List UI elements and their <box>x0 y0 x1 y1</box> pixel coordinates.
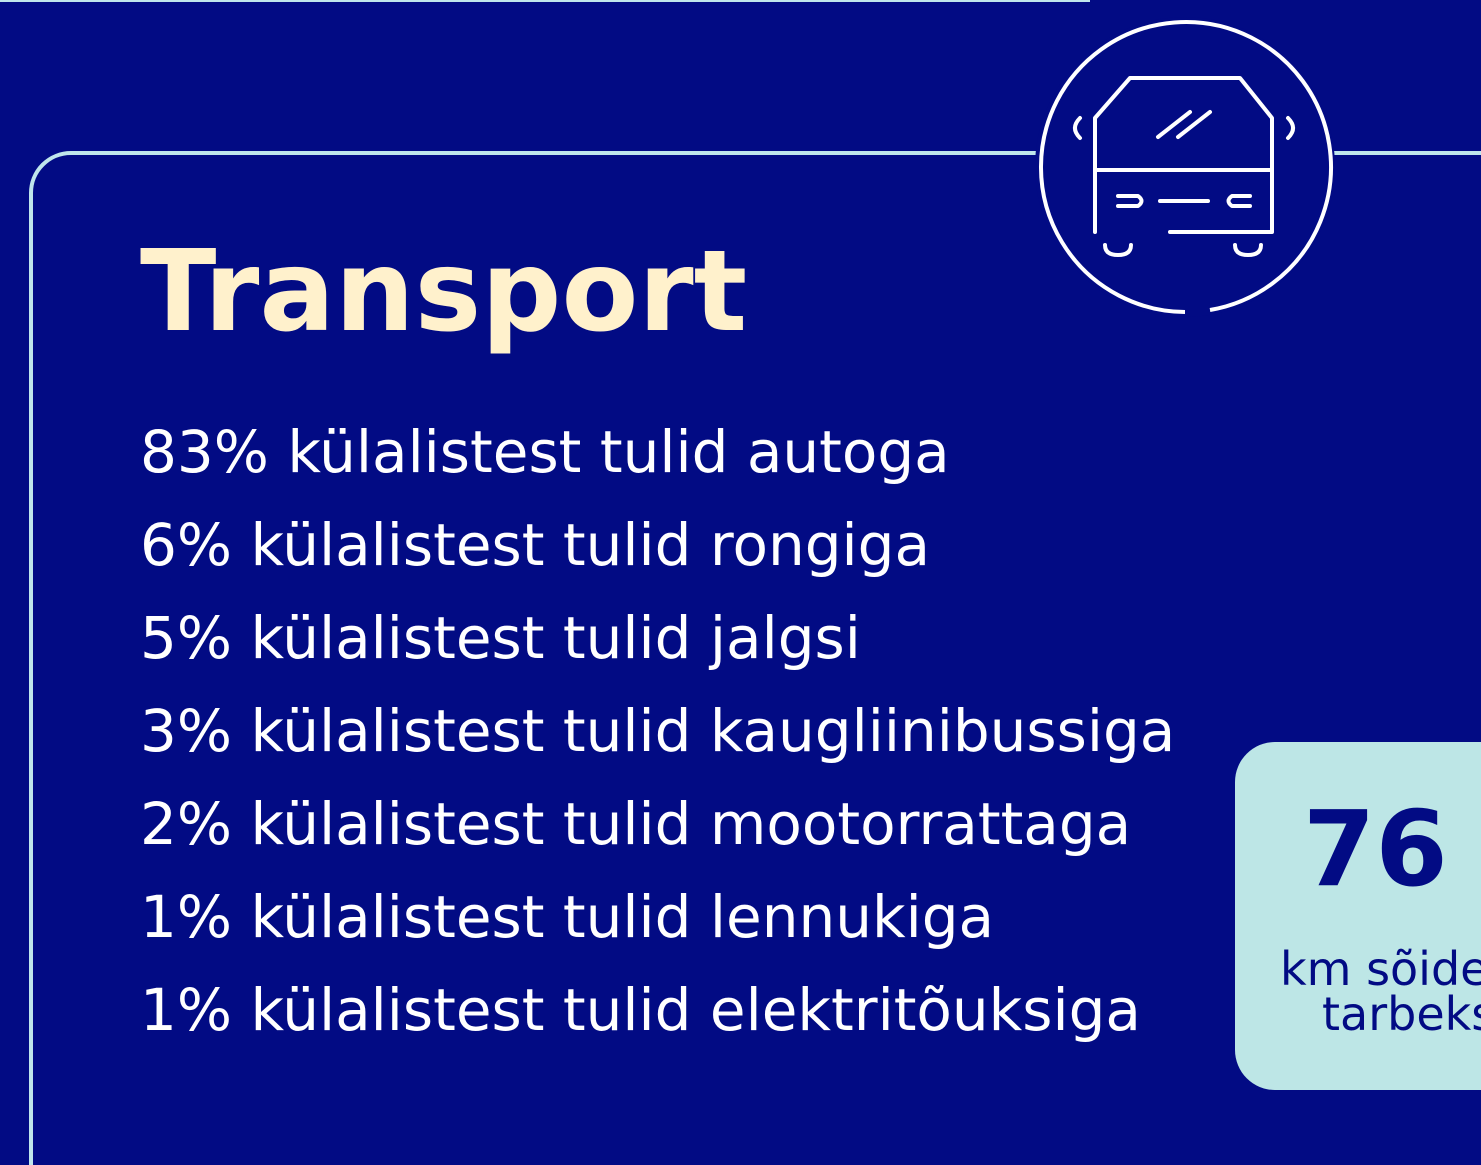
item: 83% külalistest tulid autoga <box>140 418 950 486</box>
stat-box <box>1235 742 1481 1090</box>
item: 6% külalistest tulid rongiga <box>140 511 930 579</box>
stat-value: 76 4 <box>1303 788 1481 910</box>
card <box>29 151 1481 1165</box>
item: 3% külalistest tulid kaugliinibussiga <box>140 697 1175 765</box>
icon-circle <box>1038 20 1333 314</box>
item: 1% külalistest tulid lennukiga <box>140 883 994 951</box>
title: Transport <box>140 227 747 357</box>
item: 1% külalistest tulid elektritõuksiga <box>140 976 1141 1044</box>
stat-caption: km sõide <box>1280 942 1481 996</box>
item: 2% külalistest tulid mootorrattaga <box>140 790 1131 858</box>
car-icon <box>1035 17 1335 317</box>
icon-backdrop <box>1035 17 1335 317</box>
item-list: 83% külalistest tulid autoga 6% külaliste… <box>140 418 1175 1044</box>
item: 5% külalistest tulid jalgsi <box>140 604 861 672</box>
stat-caption: tarbeks <box>1322 987 1481 1041</box>
